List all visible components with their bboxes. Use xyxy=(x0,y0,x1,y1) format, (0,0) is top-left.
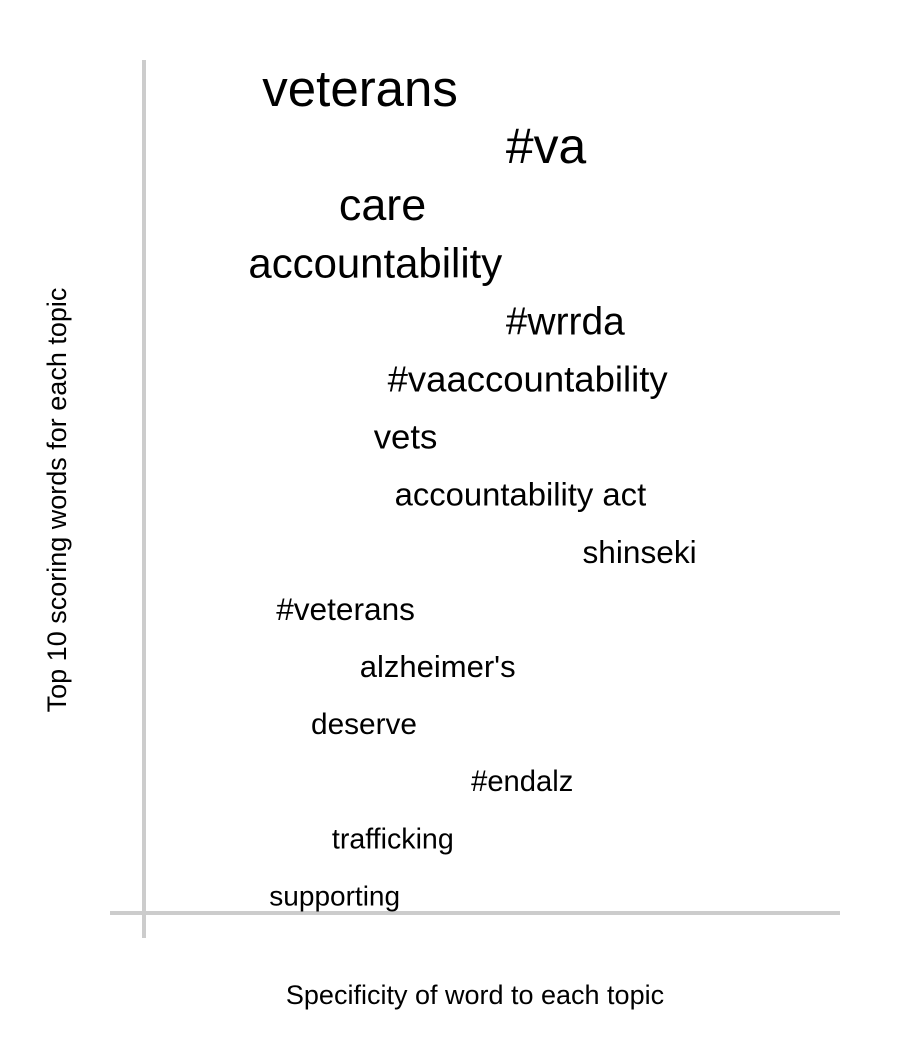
word-label: vets xyxy=(374,419,438,457)
word-label: deserve xyxy=(311,708,417,741)
word-label: accountability act xyxy=(395,476,647,513)
word-label: #va xyxy=(506,118,587,174)
words-layer: veterans #va care accountability#wrrda #vaac… xyxy=(248,60,696,911)
word-label: shinseki xyxy=(583,534,697,570)
y-axis-label: Top 10 scoring words for each topic xyxy=(42,288,72,713)
word-label: alzheimer's xyxy=(360,649,516,684)
word-label: supporting xyxy=(269,880,400,911)
word-label: veterans xyxy=(262,60,458,117)
word-label: care xyxy=(339,179,426,230)
word-label: #vaaccountability xyxy=(388,359,669,400)
word-label: #endalz xyxy=(471,766,573,798)
word-label: #veterans xyxy=(276,591,415,627)
x-axis-label: Specificity of word to each topic xyxy=(286,980,664,1010)
word-label: trafficking xyxy=(332,823,454,855)
word-label: accountability xyxy=(248,239,502,286)
word-label: #wrrda xyxy=(506,300,625,343)
